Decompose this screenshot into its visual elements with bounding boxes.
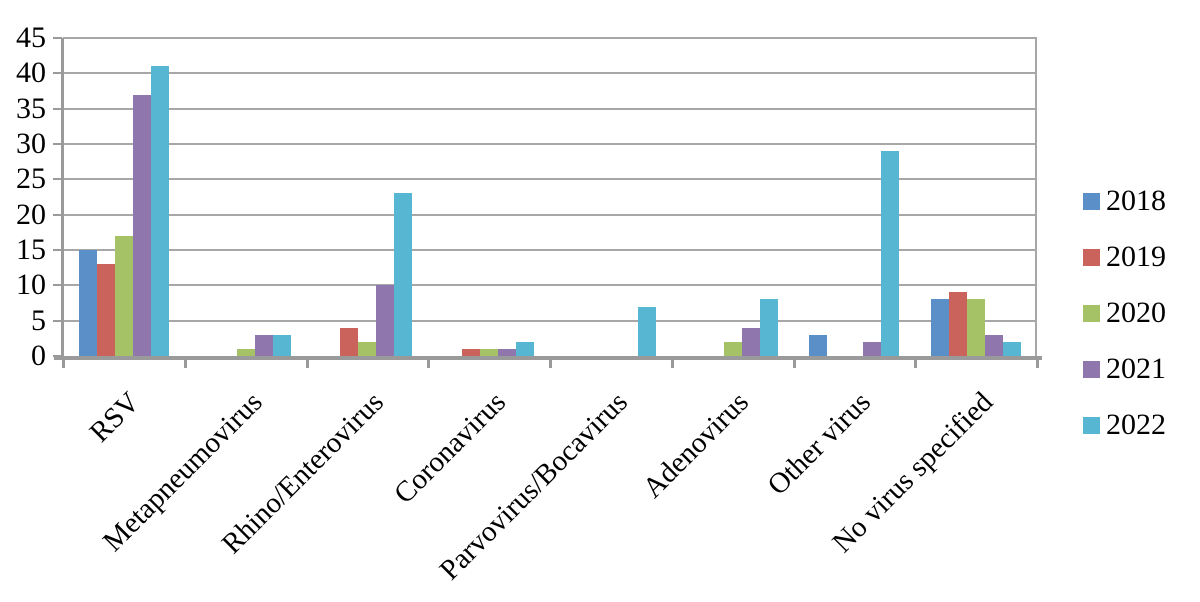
gridline-45: [63, 37, 1037, 39]
bar-2022-adenovirus: [759, 299, 778, 356]
bar-2021-adenovirus: [741, 328, 760, 356]
gridline-25: [63, 178, 1037, 181]
legend-label: 2019: [1106, 240, 1166, 273]
bar-2018-other-virus: [809, 335, 828, 356]
legend-item-2018: 2018: [1083, 184, 1166, 218]
legend-item-2022: 2022: [1083, 408, 1166, 442]
gridline-20: [63, 213, 1037, 216]
legend-item-2020: 2020: [1083, 296, 1166, 330]
legend-label: 2018: [1106, 184, 1166, 217]
bar-2022-no-virus-specified: [1003, 342, 1022, 356]
bar-2021-rhino-enterovirus: [376, 285, 395, 356]
bar-2022-rhino-enterovirus: [394, 193, 413, 356]
legend-label: 2022: [1106, 408, 1166, 441]
y-tick-mark: [53, 107, 62, 110]
gridline-35: [63, 107, 1037, 110]
bar-2022-rsv: [150, 66, 169, 356]
bar-2018-rsv: [78, 250, 97, 356]
x-tick-mark: [183, 357, 187, 368]
x-tick-mark: [62, 357, 65, 368]
y-axis-line: [61, 38, 64, 360]
y-tick-mark: [53, 249, 62, 251]
y-tick-label-0: 0: [31, 339, 46, 372]
x-tick-mark: [427, 357, 431, 368]
x-category-label-adenovirus: Adenovirus: [636, 386, 756, 505]
legend-swatch-2021: [1083, 360, 1100, 378]
legend-item-2021: 2021: [1083, 352, 1166, 386]
bar-2019-rsv: [96, 264, 115, 356]
bar-2019-rhino-enterovirus: [340, 328, 359, 356]
gridline-15: [63, 249, 1037, 251]
y-tick-label-40: 40: [16, 56, 46, 90]
bar-2019-no-virus-specified: [949, 292, 968, 356]
plot-right-border: [1035, 38, 1037, 356]
bar-2020-rhino-enterovirus: [358, 342, 377, 356]
y-tick-mark: [53, 178, 62, 181]
y-tick-label-30: 30: [16, 127, 46, 160]
x-tick-mark: [792, 357, 796, 368]
x-tick-mark: [1036, 357, 1039, 368]
y-tick-mark: [53, 72, 62, 75]
bar-2019-coronavirus: [462, 349, 481, 356]
legend-item-2019: 2019: [1083, 240, 1166, 274]
bar-2021-coronavirus: [498, 349, 517, 356]
y-tick-mark: [53, 284, 62, 287]
y-tick-mark: [53, 37, 62, 39]
x-tick-mark: [305, 357, 309, 368]
x-category-label-rsv: RSV: [83, 386, 147, 449]
y-tick-mark: [53, 319, 62, 322]
bar-2022-metapneumovirus: [272, 335, 291, 356]
y-tick-label-45: 45: [16, 21, 46, 54]
bar-2021-other-virus: [863, 342, 882, 356]
x-category-label-coronavirus: Coronavirus: [387, 386, 512, 511]
bar-2020-rsv: [114, 236, 133, 356]
legend-swatch-2020: [1083, 304, 1100, 322]
x-tick-mark: [549, 357, 552, 368]
gridline-10: [63, 284, 1037, 287]
y-tick-label-10: 10: [16, 268, 46, 302]
gridline-40: [63, 72, 1037, 75]
y-tick-mark: [53, 355, 62, 357]
legend-label: 2021: [1106, 352, 1166, 385]
bar-2018-no-virus-specified: [931, 299, 950, 356]
bar-2020-coronavirus: [480, 349, 499, 356]
y-tick-label-35: 35: [16, 91, 46, 125]
y-tick-label-15: 15: [16, 233, 46, 266]
y-tick-mark: [53, 213, 62, 216]
x-axis-line: [54, 356, 1042, 360]
gridline-30: [63, 143, 1037, 145]
bar-2020-adenovirus: [723, 342, 742, 356]
bar-2021-rsv: [132, 95, 151, 356]
bar-2020-no-virus-specified: [967, 299, 986, 356]
y-tick-label-20: 20: [16, 197, 46, 231]
legend-label: 2020: [1106, 296, 1166, 329]
x-category-label-other-virus: Other virus: [761, 386, 878, 502]
legend-swatch-2019: [1083, 248, 1100, 266]
y-tick-mark: [53, 143, 62, 145]
legend-swatch-2022: [1083, 416, 1100, 434]
legend-swatch-2018: [1083, 192, 1100, 210]
bar-2022-coronavirus: [516, 342, 535, 356]
y-tick-label-25: 25: [16, 162, 46, 196]
bar-2021-metapneumovirus: [254, 335, 273, 356]
bar-2020-metapneumovirus: [236, 349, 255, 356]
gridline-5: [63, 319, 1037, 322]
x-tick-mark: [670, 357, 674, 368]
y-tick-label-5: 5: [31, 303, 46, 337]
bar-2021-no-virus-specified: [985, 335, 1004, 356]
bar-2022-parvovirus-bocavirus: [637, 307, 656, 356]
x-tick-mark: [914, 357, 918, 368]
bar-2022-other-virus: [881, 151, 900, 356]
plot-area: [63, 37, 1037, 356]
